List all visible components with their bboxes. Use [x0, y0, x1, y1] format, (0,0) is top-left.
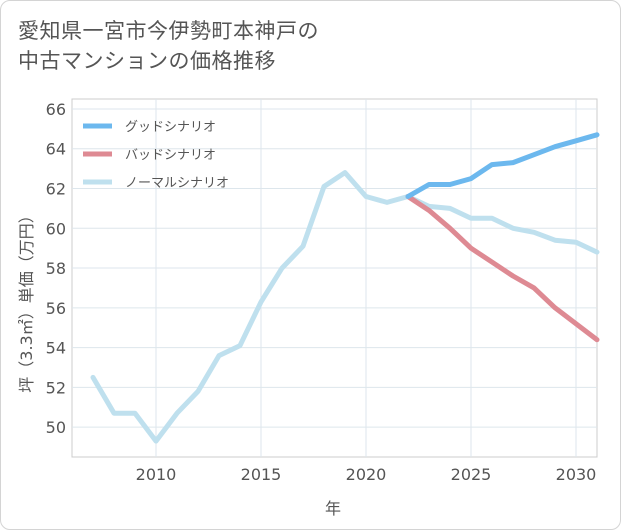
x-axis-title: 年	[325, 499, 341, 518]
y-tick-labels: 50 52 54 56 58 60 62 64 66	[46, 100, 66, 437]
legend-label: ノーマルシナリオ	[125, 176, 229, 191]
x-tick-labels: 2010 2015 2020 2025 2030	[136, 465, 597, 484]
y-tick-label: 60	[46, 219, 66, 238]
series-line-3	[90, 170, 600, 444]
plot-area	[71, 98, 598, 458]
chart-title-line-1: 愛知県一宮市今伊勢町本神戸の	[18, 19, 319, 43]
y-tick-label: 52	[46, 378, 66, 397]
y-tick-label: 50	[46, 418, 66, 437]
y-tick-label: 64	[46, 140, 66, 159]
y-tick-label: 62	[46, 180, 66, 199]
x-tick-label: 2025	[451, 465, 492, 484]
x-tick-label: 2015	[241, 465, 282, 484]
y-tick-label: 66	[46, 100, 66, 119]
series-lines	[90, 132, 600, 444]
y-tick-label: 54	[46, 339, 66, 358]
chart-title-line-2: 中古マンションの価格推移	[18, 49, 276, 73]
grid-lines	[72, 99, 597, 457]
legend-label: グッドシナリオ	[125, 120, 216, 135]
x-tick-label: 2030	[556, 465, 597, 484]
y-tick-label: 58	[46, 259, 66, 278]
chart-title: 愛知県一宮市今伊勢町本神戸の 中古マンションの価格推移	[18, 16, 319, 76]
series-line-2	[405, 194, 600, 343]
legend-label: バッドシナリオ	[125, 148, 216, 163]
y-tick-label: 56	[46, 299, 66, 318]
y-axis-title: 坪（3.3㎡）単価（万円）	[17, 207, 36, 392]
series-line-1	[405, 132, 600, 199]
x-tick-label: 2020	[346, 465, 387, 484]
x-tick-label: 2010	[136, 465, 177, 484]
